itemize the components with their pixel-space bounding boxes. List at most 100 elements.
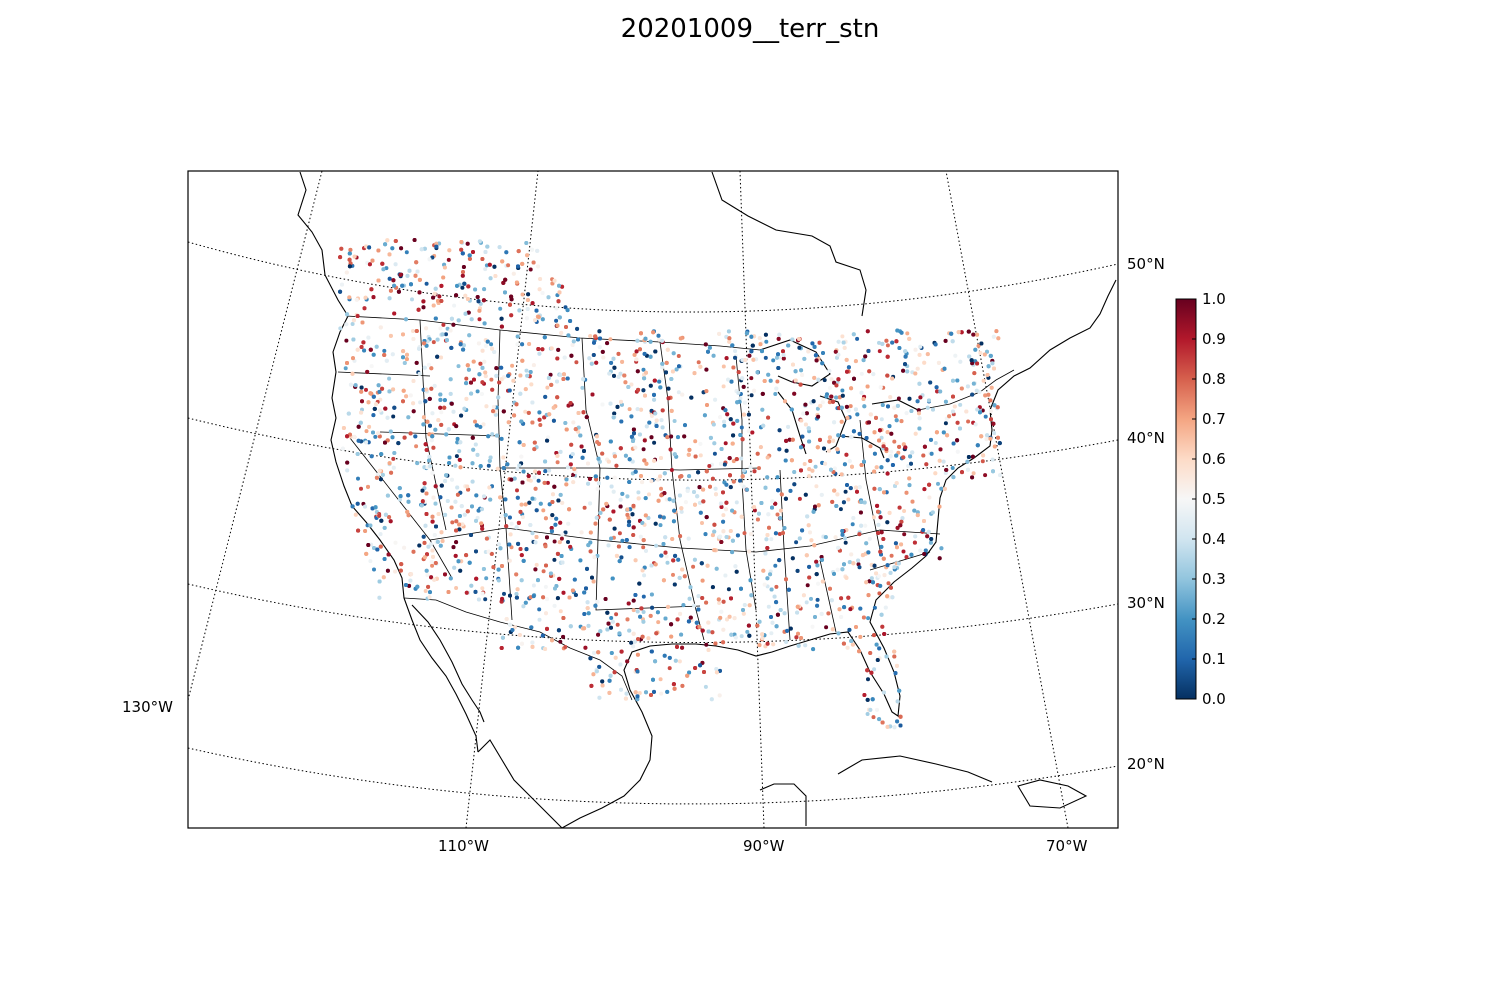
station-point <box>761 568 766 573</box>
station-point <box>876 509 880 514</box>
station-point <box>378 544 383 549</box>
station-point <box>549 346 554 351</box>
station-point <box>457 527 462 532</box>
station-point <box>556 347 561 352</box>
station-point <box>878 549 883 554</box>
station-point <box>629 414 634 419</box>
station-point <box>855 489 859 494</box>
station-point <box>470 479 475 484</box>
station-point <box>771 358 776 363</box>
station-point <box>867 536 872 541</box>
station-point <box>380 472 385 477</box>
station-point <box>724 356 729 361</box>
station-point <box>757 511 761 516</box>
station-point <box>352 434 357 439</box>
station-point <box>988 409 993 413</box>
station-point <box>563 421 568 425</box>
station-point <box>774 624 779 629</box>
station-point <box>719 505 724 509</box>
station-point <box>775 512 780 517</box>
station-point <box>393 569 398 574</box>
station-point <box>868 707 873 712</box>
station-point <box>523 502 528 507</box>
station-point <box>895 545 899 550</box>
station-point <box>890 595 895 600</box>
station-point <box>372 406 377 411</box>
station-point <box>776 336 781 341</box>
station-point <box>696 360 701 365</box>
station-point <box>862 459 866 464</box>
station-point <box>359 385 364 390</box>
station-point <box>404 317 408 322</box>
station-point <box>467 560 472 565</box>
station-point <box>889 553 894 558</box>
station-point <box>874 642 879 647</box>
station-point <box>807 429 812 434</box>
station-point <box>719 447 724 451</box>
station-point <box>922 519 926 523</box>
station-point <box>549 526 554 530</box>
station-point <box>456 559 461 564</box>
station-point <box>831 438 836 443</box>
station-point <box>872 469 877 474</box>
station-point <box>845 369 849 374</box>
station-point <box>854 625 858 629</box>
station-point <box>506 420 511 425</box>
station-point <box>632 352 637 357</box>
station-point <box>379 518 384 523</box>
station-point <box>366 543 371 547</box>
station-point <box>661 542 666 546</box>
station-point <box>882 490 886 495</box>
station-point <box>590 575 594 580</box>
station-point <box>706 629 711 634</box>
station-point <box>793 378 798 383</box>
station-point <box>597 345 602 350</box>
station-point <box>841 434 846 439</box>
station-point <box>669 377 674 381</box>
station-point <box>744 487 749 492</box>
station-point <box>438 392 443 397</box>
station-point <box>724 535 729 539</box>
station-point <box>631 427 636 432</box>
station-point <box>970 392 975 397</box>
station-point <box>770 620 775 625</box>
station-point <box>606 621 611 626</box>
station-point <box>561 634 566 639</box>
station-point <box>781 353 786 357</box>
yucatan-coastline <box>759 783 807 826</box>
station-point <box>972 371 977 376</box>
station-point <box>857 565 862 570</box>
station-point <box>677 493 682 498</box>
station-point <box>983 414 988 419</box>
station-point <box>769 537 774 542</box>
station-point <box>594 434 599 439</box>
station-point <box>641 610 646 614</box>
station-point <box>425 339 430 344</box>
station-point <box>784 448 789 453</box>
station-point <box>618 504 623 509</box>
station-point <box>431 445 436 450</box>
station-point <box>875 707 879 712</box>
station-point <box>391 465 396 470</box>
station-point <box>515 495 520 500</box>
station-point <box>439 355 443 360</box>
station-point <box>419 247 424 252</box>
station-point <box>653 659 658 664</box>
station-point <box>781 349 785 354</box>
station-point <box>749 349 754 354</box>
station-point <box>813 353 818 358</box>
station-point <box>975 407 980 412</box>
station-point <box>563 645 568 649</box>
station-point <box>857 649 861 654</box>
station-point <box>938 389 943 394</box>
station-point <box>587 476 592 481</box>
station-point <box>469 583 474 588</box>
station-point <box>615 622 620 627</box>
station-point <box>637 581 642 586</box>
station-point <box>909 409 914 413</box>
station-point <box>614 463 619 468</box>
station-point <box>467 333 472 338</box>
station-point <box>903 354 908 359</box>
station-point <box>443 572 447 577</box>
station-point <box>633 469 638 474</box>
